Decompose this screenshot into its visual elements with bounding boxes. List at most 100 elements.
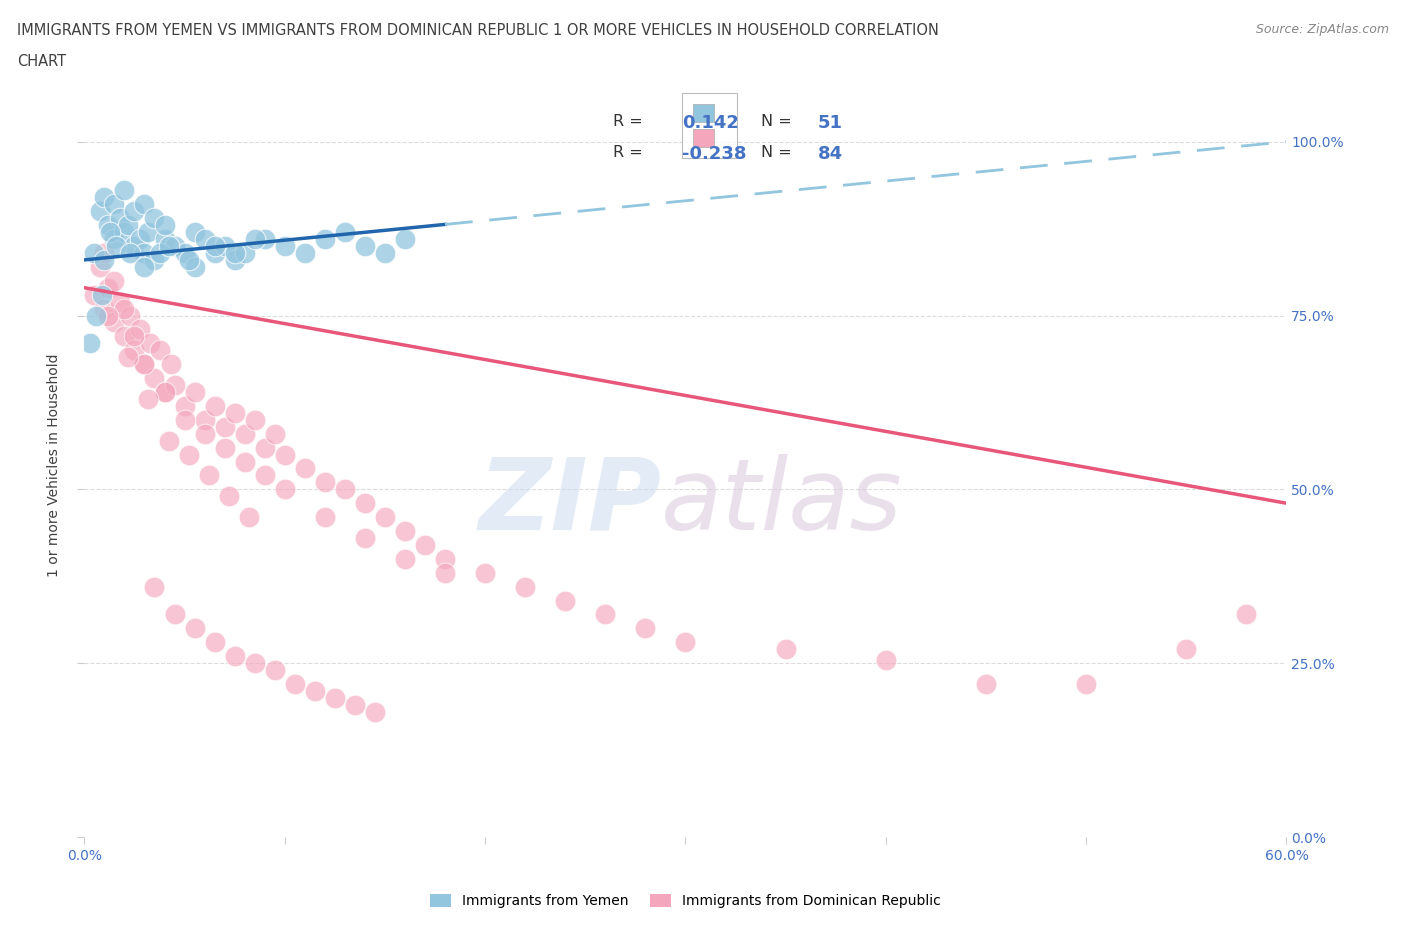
- Point: [83, 287, 105, 302]
- Point: [233, 246, 256, 260]
- Point: [124, 343, 146, 358]
- Point: [163, 607, 186, 622]
- Point: [197, 468, 219, 483]
- Point: [100, 225, 122, 240]
- Point: [97, 308, 120, 323]
- Point: [129, 322, 152, 337]
- Point: [149, 246, 172, 260]
- Point: [105, 238, 128, 253]
- Text: 0.142: 0.142: [682, 113, 738, 132]
- Text: 84: 84: [818, 145, 842, 163]
- Point: [224, 405, 246, 420]
- Point: [204, 635, 226, 650]
- Point: [394, 524, 416, 538]
- Point: [474, 565, 496, 580]
- Point: [374, 510, 396, 525]
- Point: [343, 698, 366, 712]
- Point: [177, 447, 200, 462]
- Point: [314, 510, 336, 525]
- Point: [434, 565, 457, 580]
- Point: [775, 642, 797, 657]
- Point: [110, 211, 132, 226]
- Point: [89, 204, 111, 219]
- Point: [204, 246, 226, 260]
- Point: [394, 551, 416, 566]
- Point: [143, 211, 166, 226]
- Point: [114, 329, 135, 344]
- Point: [1076, 677, 1098, 692]
- Point: [413, 538, 436, 552]
- Point: [294, 246, 316, 260]
- Point: [120, 246, 142, 260]
- Point: [153, 384, 176, 399]
- Point: [120, 308, 142, 323]
- Point: [183, 259, 205, 274]
- Point: [143, 371, 166, 386]
- Point: [194, 412, 217, 427]
- Point: [93, 301, 115, 316]
- Point: [204, 398, 226, 413]
- Point: [91, 287, 114, 302]
- Point: [134, 357, 156, 372]
- Point: [93, 246, 115, 260]
- Point: [233, 426, 256, 441]
- Text: N =: N =: [761, 113, 792, 129]
- Point: [974, 677, 997, 692]
- Point: [93, 190, 115, 205]
- Point: [238, 510, 260, 525]
- Point: [194, 232, 217, 246]
- Point: [153, 218, 176, 232]
- Point: [79, 336, 101, 351]
- Point: [129, 232, 152, 246]
- Point: [114, 225, 135, 240]
- Point: [214, 440, 236, 455]
- Point: [364, 704, 387, 719]
- Point: [554, 593, 576, 608]
- Point: [173, 398, 195, 413]
- Point: [103, 197, 125, 212]
- Point: [394, 232, 416, 246]
- Point: [224, 252, 246, 267]
- Point: [263, 426, 285, 441]
- Point: [153, 232, 176, 246]
- Point: [314, 232, 336, 246]
- Point: [114, 183, 135, 198]
- Point: [294, 461, 316, 476]
- Point: [124, 204, 146, 219]
- Text: CHART: CHART: [17, 54, 66, 69]
- Point: [314, 475, 336, 490]
- Point: [183, 384, 205, 399]
- Point: [183, 225, 205, 240]
- Text: N =: N =: [761, 145, 792, 160]
- Point: [284, 677, 307, 692]
- Point: [274, 447, 297, 462]
- Point: [875, 652, 897, 667]
- Point: [243, 412, 266, 427]
- Text: Source: ZipAtlas.com: Source: ZipAtlas.com: [1256, 23, 1389, 36]
- Point: [153, 384, 176, 399]
- Point: [304, 684, 326, 698]
- Point: [243, 232, 266, 246]
- Point: [214, 238, 236, 253]
- Text: atlas: atlas: [661, 454, 903, 551]
- Point: [224, 649, 246, 664]
- Point: [93, 252, 115, 267]
- Point: [253, 468, 276, 483]
- Point: [134, 357, 156, 372]
- Point: [173, 412, 195, 427]
- Point: [143, 579, 166, 594]
- Point: [253, 232, 276, 246]
- Point: [374, 246, 396, 260]
- Point: [194, 426, 217, 441]
- Legend: Immigrants from Yemen, Immigrants from Dominican Republic: Immigrants from Yemen, Immigrants from D…: [425, 888, 946, 913]
- Point: [515, 579, 537, 594]
- Point: [204, 238, 226, 253]
- Point: [218, 489, 240, 504]
- Point: [1175, 642, 1198, 657]
- Point: [183, 621, 205, 636]
- Point: [138, 392, 160, 406]
- Point: [595, 607, 617, 622]
- Text: 51: 51: [818, 113, 842, 132]
- Point: [233, 454, 256, 469]
- Point: [354, 238, 377, 253]
